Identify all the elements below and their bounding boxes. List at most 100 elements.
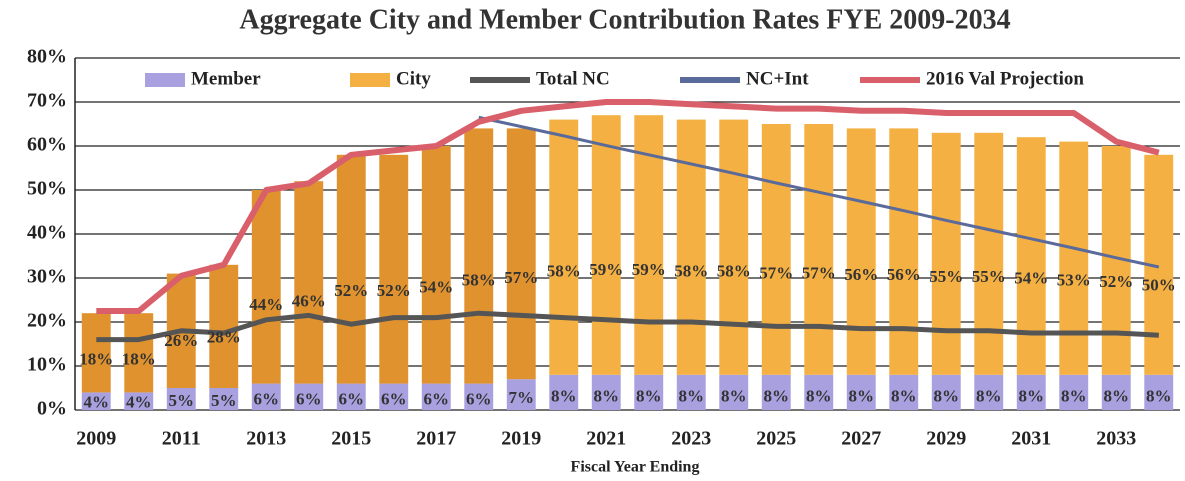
bar bbox=[761, 124, 791, 375]
data-label: 57% bbox=[802, 263, 836, 282]
lines bbox=[96, 99, 1160, 343]
bar bbox=[846, 374, 876, 410]
data-label: 58% bbox=[674, 262, 708, 281]
y-tick-label: 0% bbox=[37, 398, 67, 420]
data-label: 8% bbox=[891, 387, 917, 406]
y-tick-label: 60% bbox=[27, 134, 67, 156]
data-label: 56% bbox=[887, 265, 921, 284]
legend-label: Member bbox=[191, 68, 261, 89]
legend-label: NC+Int bbox=[746, 68, 809, 89]
bar bbox=[1059, 374, 1089, 410]
x-tick-label: 2015 bbox=[331, 428, 371, 450]
bars bbox=[81, 115, 1174, 410]
data-label: 58% bbox=[462, 270, 496, 289]
bar bbox=[549, 374, 579, 410]
data-label: 46% bbox=[292, 292, 326, 311]
legend-label: 2016 Val Projection bbox=[926, 68, 1084, 89]
bar bbox=[251, 383, 281, 410]
data-label: 6% bbox=[339, 390, 365, 409]
bar bbox=[336, 383, 366, 410]
bar bbox=[506, 128, 536, 380]
bar bbox=[1059, 141, 1089, 375]
data-label: 8% bbox=[1061, 387, 1087, 406]
data-label: 8% bbox=[721, 387, 747, 406]
bar bbox=[804, 124, 834, 375]
data-label: 4% bbox=[84, 393, 110, 412]
data-label: 8% bbox=[1019, 387, 1045, 406]
bar bbox=[889, 128, 919, 375]
data-label: 52% bbox=[1099, 272, 1133, 291]
x-tick-label: 2009 bbox=[76, 428, 116, 450]
y-tick-label: 10% bbox=[27, 354, 67, 376]
data-label: 4% bbox=[126, 393, 152, 412]
x-axis-title: Fiscal Year Ending bbox=[571, 459, 700, 476]
line bbox=[96, 310, 1159, 343]
data-label: 54% bbox=[419, 277, 453, 296]
bar bbox=[251, 190, 281, 384]
data-label: 5% bbox=[211, 391, 237, 410]
data-label: 8% bbox=[679, 387, 705, 406]
legend-label: City bbox=[396, 68, 431, 89]
data-label: 59% bbox=[632, 260, 666, 279]
data-label: 18% bbox=[79, 350, 113, 369]
x-tick-label: 2025 bbox=[756, 428, 796, 450]
data-label: 59% bbox=[589, 260, 623, 279]
bar bbox=[1144, 374, 1174, 410]
bar bbox=[506, 379, 536, 410]
y-tick-label: 20% bbox=[27, 310, 67, 332]
data-label: 8% bbox=[806, 387, 832, 406]
data-label: 8% bbox=[849, 387, 875, 406]
bar bbox=[591, 374, 621, 410]
bar bbox=[1016, 374, 1046, 410]
bar bbox=[294, 383, 324, 410]
data-label: 18% bbox=[122, 350, 156, 369]
x-tick-label: 2027 bbox=[841, 428, 881, 450]
bar bbox=[81, 392, 111, 410]
bar bbox=[761, 374, 791, 410]
bar bbox=[421, 146, 451, 384]
y-tick-label: 40% bbox=[27, 222, 67, 244]
bar bbox=[336, 154, 366, 384]
data-label: 53% bbox=[1057, 270, 1091, 289]
bar bbox=[804, 374, 834, 410]
x-tick-label: 2029 bbox=[926, 428, 966, 450]
data-label: 8% bbox=[594, 387, 620, 406]
bar bbox=[719, 119, 749, 375]
chart-title: Aggregate City and Member Contribution R… bbox=[239, 4, 1010, 35]
data-label: 8% bbox=[934, 387, 960, 406]
x-tick-label: 2019 bbox=[501, 428, 541, 450]
line bbox=[478, 115, 1160, 269]
data-label: 5% bbox=[169, 391, 195, 410]
data-label: 8% bbox=[1104, 387, 1130, 406]
bar bbox=[81, 313, 111, 393]
bar bbox=[634, 374, 664, 410]
bar bbox=[379, 383, 409, 410]
data-label: 6% bbox=[381, 390, 407, 409]
x-tick-label: 2033 bbox=[1096, 428, 1136, 450]
data-label: 58% bbox=[547, 262, 581, 281]
bar bbox=[676, 374, 706, 410]
y-tick-label: 80% bbox=[27, 46, 67, 68]
bar bbox=[719, 374, 749, 410]
bar bbox=[209, 388, 239, 410]
bar bbox=[549, 119, 579, 375]
legend-label: Total NC bbox=[536, 68, 610, 89]
bar bbox=[889, 374, 919, 410]
bar bbox=[931, 374, 961, 410]
bar bbox=[931, 132, 961, 375]
bar bbox=[124, 392, 154, 410]
data-label: 6% bbox=[466, 390, 492, 409]
data-label: 55% bbox=[929, 267, 963, 286]
bar bbox=[379, 154, 409, 384]
bar bbox=[294, 181, 324, 384]
bar bbox=[676, 119, 706, 375]
x-tick-label: 2017 bbox=[416, 428, 456, 450]
x-tick-label: 2011 bbox=[162, 428, 201, 450]
legend-swatch bbox=[145, 73, 185, 87]
x-tick-label: 2031 bbox=[1011, 428, 1051, 450]
y-tick-label: 50% bbox=[27, 178, 67, 200]
y-tick-label: 70% bbox=[27, 90, 67, 112]
x-tick-label: 2023 bbox=[671, 428, 711, 450]
bar bbox=[166, 388, 196, 410]
data-label: 55% bbox=[972, 267, 1006, 286]
